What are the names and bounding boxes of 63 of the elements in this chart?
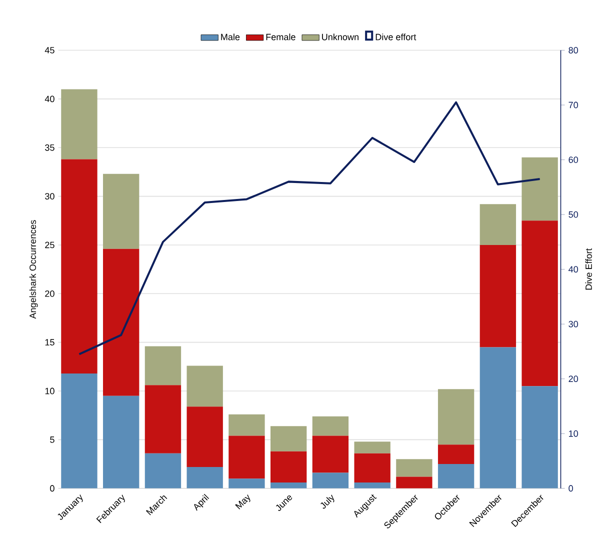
bar — [312, 472, 349, 489]
bar — [270, 452, 307, 483]
bar — [61, 159, 98, 374]
bar — [61, 89, 98, 160]
legend-label: Female — [266, 34, 296, 40]
y-axis-title: Angelshark Occurrences — [29, 220, 38, 319]
bar — [396, 476, 432, 489]
bar — [480, 204, 516, 246]
bar — [103, 174, 140, 250]
bar — [438, 389, 474, 445]
bar — [103, 396, 140, 489]
bar — [438, 464, 474, 489]
bar — [186, 467, 223, 489]
bar — [522, 386, 558, 489]
y-tick-label: 45 — [44, 47, 54, 54]
bar — [228, 478, 265, 489]
y-tick-label: 35 — [45, 144, 54, 151]
y-tick-label: 25 — [45, 242, 54, 248]
bar — [354, 453, 390, 483]
legend-label: Unknown — [322, 34, 358, 40]
bar — [144, 346, 182, 386]
y-tick-label: 30 — [45, 193, 54, 200]
y2-tick-label: 50 — [568, 211, 578, 218]
bar — [228, 414, 265, 436]
bar — [480, 245, 516, 348]
bar — [270, 426, 307, 452]
y2-tick-label: 10 — [569, 430, 578, 437]
y2-tick-label: 80 — [568, 47, 578, 54]
y-tick-label: 15 — [45, 339, 54, 346]
bar — [396, 459, 432, 477]
bar — [438, 444, 474, 464]
bar — [61, 374, 98, 489]
bar — [522, 157, 558, 221]
bar — [270, 482, 307, 489]
bar — [312, 436, 349, 473]
bar — [144, 453, 182, 489]
y2-tick-label: 20 — [568, 376, 578, 382]
line-series — [78, 101, 541, 356]
legend-label: Dive effort — [376, 34, 416, 40]
y-tick-label: 10 — [45, 388, 54, 394]
y2-tick-label: 30 — [568, 321, 578, 328]
legend-label: Male — [221, 34, 240, 40]
bar — [312, 416, 349, 436]
bar — [480, 347, 516, 489]
bar — [186, 406, 223, 468]
y2-tick-label: 40 — [568, 266, 578, 273]
bar — [103, 249, 140, 396]
y2-tick-label: 60 — [568, 156, 578, 164]
y2-tick-label: 0 — [568, 485, 573, 492]
bar — [186, 366, 223, 407]
bar — [354, 482, 390, 489]
x-tick-label: May — [235, 494, 250, 510]
y-tick-label: 0 — [50, 485, 54, 492]
y-tick-label: 20 — [45, 290, 54, 297]
bar — [144, 385, 182, 454]
bar — [522, 220, 558, 386]
x-tick-label: July — [320, 494, 334, 509]
y2-axis-title: Dive Effort — [585, 248, 592, 290]
bar — [228, 436, 265, 479]
y2-tick-label: 70 — [568, 102, 578, 108]
bar — [354, 442, 390, 454]
y-tick-label: 5 — [50, 436, 54, 443]
y-tick-label: 40 — [44, 96, 54, 102]
